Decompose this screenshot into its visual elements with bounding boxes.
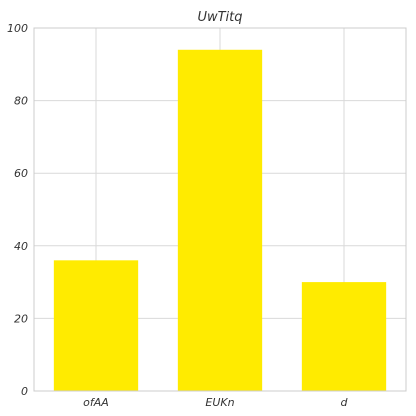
x-tick-label: ofAA: [83, 396, 109, 409]
y-axis: 0 20 40 60 80 100: [7, 22, 28, 398]
bar-EUKn: [177, 49, 263, 391]
y-tick-label: 60: [14, 167, 28, 180]
bar-ofAA: [53, 260, 139, 391]
x-tick-label: d: [341, 396, 349, 409]
x-tick-label: EUKn: [205, 396, 234, 409]
chart-title: UwTitq: [197, 10, 242, 25]
x-axis: ofAA EUKn d: [83, 396, 348, 409]
y-tick-label: 40: [14, 240, 28, 253]
y-tick-label: 0: [21, 385, 28, 398]
bars-layer: [53, 49, 387, 391]
y-tick-label: 20: [14, 312, 28, 325]
y-tick-label: 100: [7, 22, 28, 35]
y-tick-label: 80: [14, 95, 28, 108]
bar-d: [301, 282, 387, 391]
plot-frame: [33, 27, 407, 392]
